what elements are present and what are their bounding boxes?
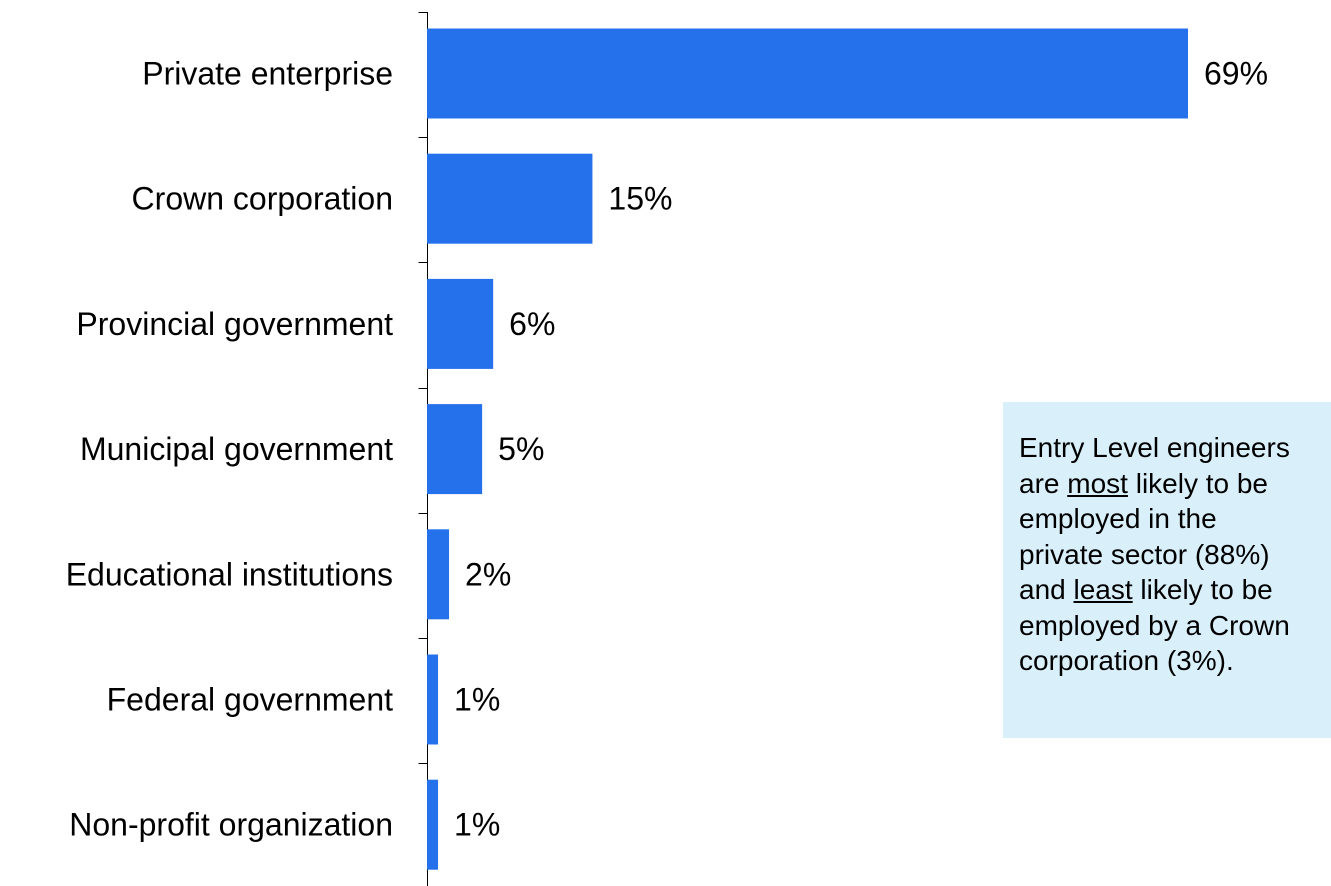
value-labels: 69% 15% 6% 5% 2% 1% 1% — [454, 56, 1268, 843]
bar — [427, 404, 483, 495]
category-label: Private enterprise — [142, 56, 393, 92]
note-text: Entry Level engineers — [1019, 432, 1290, 463]
bar — [427, 28, 1188, 119]
note-emphasis: least — [1073, 574, 1133, 605]
note-line: are most likely to be — [1019, 466, 1331, 502]
data-label: 1% — [454, 682, 500, 718]
data-label: 6% — [509, 306, 555, 342]
note-emphasis: most — [1067, 467, 1128, 499]
note-line: private sector (88%) — [1019, 537, 1331, 573]
bar — [427, 779, 439, 870]
note-text: employed in the — [1019, 503, 1217, 534]
note-text: employed by a Crown — [1019, 609, 1290, 641]
category-label: Municipal government — [80, 431, 393, 467]
data-label: 69% — [1204, 56, 1268, 92]
annotation-note: Entry Level engineers are most likely to … — [1003, 402, 1331, 738]
note-line: and least likely to be — [1019, 572, 1331, 608]
category-label: Provincial government — [76, 306, 393, 342]
note-line: Entry Level engineers — [1019, 430, 1331, 466]
data-label: 1% — [454, 807, 500, 843]
note-text: corporation (3%). — [1019, 645, 1234, 676]
note-text: private sector (88%) — [1019, 538, 1270, 570]
data-label: 5% — [498, 431, 544, 467]
note-text: likely to be — [1127, 467, 1269, 499]
note-line: corporation (3%). — [1019, 643, 1331, 679]
category-label: Educational institutions — [66, 556, 393, 592]
category-label: Crown corporation — [132, 181, 393, 217]
bars — [427, 28, 1188, 870]
note-text: and — [1019, 574, 1074, 605]
data-label: 2% — [465, 556, 511, 592]
note-line: employed in the — [1019, 501, 1331, 537]
note-text: likely to be — [1132, 574, 1273, 605]
category-labels: Private enterprise Crown corporation Provi… — [66, 56, 393, 843]
category-label: Federal government — [107, 682, 393, 718]
category-label: Non-profit organization — [69, 807, 393, 843]
data-label: 15% — [608, 181, 672, 217]
bar — [427, 153, 593, 244]
bar — [427, 529, 450, 620]
note-text: are — [1019, 467, 1068, 499]
bar — [427, 278, 494, 369]
y-axis — [418, 12, 428, 886]
bar — [427, 654, 439, 745]
note-line: employed by a Crown — [1019, 608, 1331, 644]
